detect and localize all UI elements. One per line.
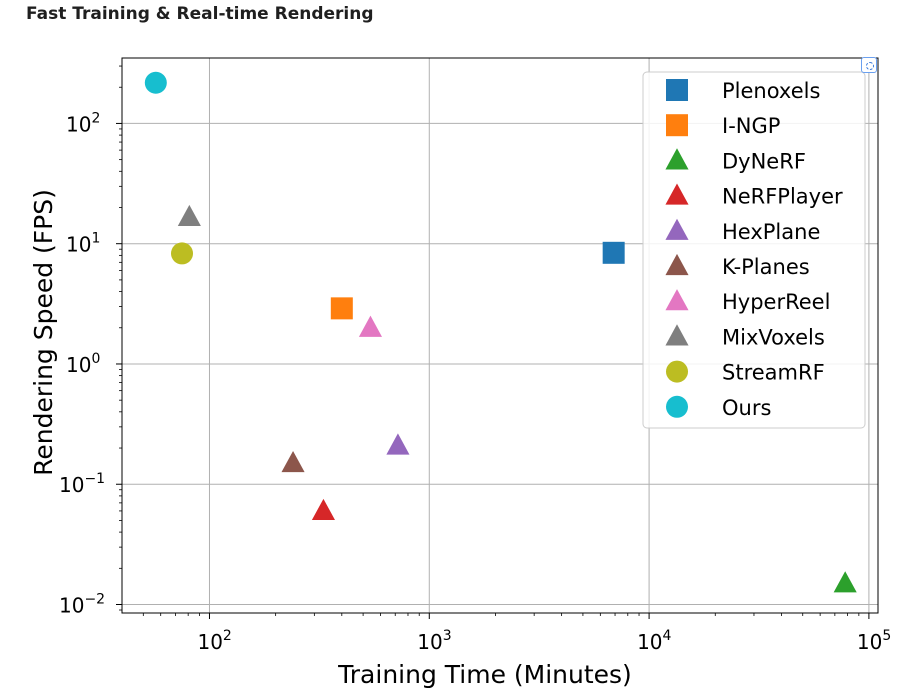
point-nerfplayer: [311, 498, 335, 520]
point-mixvoxels: [177, 204, 201, 226]
tick-label: 103: [417, 628, 451, 654]
point-plenoxels: [602, 241, 625, 264]
point-i-ngp: [330, 297, 353, 320]
legend-label-k-planes: K-Planes: [722, 255, 810, 279]
x-axis-label: Training Time (Minutes): [337, 660, 632, 689]
legend-marker-hyperreel: [665, 289, 689, 311]
tick-label: 102: [66, 110, 100, 136]
legend-marker-streamrf: [666, 360, 688, 383]
legend-marker-k-planes: [665, 253, 689, 276]
legend-marker-dynerf: [665, 148, 689, 170]
legend-label-i-ngp: I-NGP: [722, 114, 780, 138]
tick-label: 104: [637, 628, 671, 654]
tick-label: 100: [66, 351, 100, 377]
tick-label: 101: [66, 231, 100, 257]
axes-frame: [121, 57, 879, 614]
tick-label: 105: [857, 628, 891, 654]
legend-marker-mixvoxels: [665, 324, 689, 346]
tick-label: 102: [197, 628, 231, 654]
point-ours: [144, 71, 167, 94]
point-streamrf: [171, 242, 194, 265]
legend-marker-ours: [666, 395, 688, 418]
legend-label-nerfplayer: NeRFPlayer: [722, 185, 843, 209]
point-dynerf: [833, 571, 857, 593]
tick-label: 10−1: [59, 471, 105, 497]
legend-label-plenoxels: Plenoxels: [722, 79, 820, 103]
expand-icon[interactable]: [861, 57, 877, 73]
legend-label-streamrf: StreamRF: [722, 361, 825, 385]
legend-marker-i-ngp: [666, 114, 688, 137]
y-axis-label: Rendering Speed (FPS): [29, 189, 58, 476]
legend-label-mixvoxels: MixVoxels: [722, 325, 825, 349]
point-hexplane: [386, 433, 410, 455]
tick-label: 10−2: [59, 592, 105, 618]
point-hyperreel: [358, 315, 383, 337]
legend-label-dynerf: DyNeRF: [722, 149, 806, 173]
legend-marker-hexplane: [665, 218, 689, 240]
legend-label-hexplane: HexPlane: [722, 220, 820, 244]
legend-marker-plenoxels: [666, 79, 688, 101]
legend-marker-nerfplayer: [665, 183, 689, 205]
legend-label-hyperreel: HyperReel: [722, 290, 830, 314]
legend-label-ours: Ours: [722, 396, 771, 420]
point-k-planes: [281, 450, 305, 473]
page-heading: Fast Training & Real-time Rendering: [26, 4, 374, 24]
legend-box: [642, 71, 866, 429]
